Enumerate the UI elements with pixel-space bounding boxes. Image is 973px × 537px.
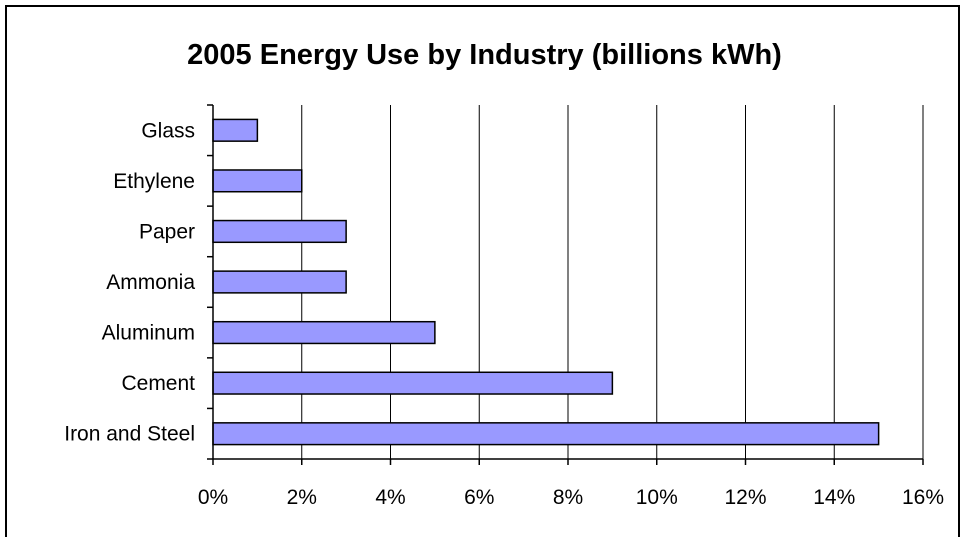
x-tick-label: 16% <box>902 486 944 509</box>
chart-title: 2005 Energy Use by Industry (billions kW… <box>187 39 782 71</box>
y-tick-label: Iron and Steel <box>64 423 195 446</box>
y-tick-label: Paper <box>139 220 195 243</box>
x-tick-label: 10% <box>636 486 678 509</box>
bar-ethylene <box>212 169 303 193</box>
y-tick-label: Ethylene <box>113 170 195 193</box>
x-tick-label: 0% <box>198 486 228 509</box>
x-tick-label: 4% <box>375 486 405 509</box>
bar-ammonia <box>212 270 347 294</box>
chart-frame: 2005 Energy Use by Industry (billions kW… <box>5 5 960 537</box>
bars <box>212 118 880 446</box>
axes <box>207 104 924 465</box>
gridlines <box>301 105 924 459</box>
y-tick-label: Glass <box>141 119 195 142</box>
x-tick-label: 6% <box>464 486 494 509</box>
y-tick-label: Aluminum <box>102 322 195 345</box>
bar-aluminum <box>212 320 436 345</box>
bar-cement <box>212 371 614 395</box>
bar-glass <box>212 118 259 142</box>
x-tick-label: 8% <box>553 486 583 509</box>
tick-labels: Glass Ethylene Paper Ammonia Aluminum Cement I… <box>64 119 944 509</box>
y-tick-label: Ammonia <box>106 271 195 294</box>
x-tick-label: 14% <box>813 486 855 509</box>
bar-paper <box>212 219 347 244</box>
y-tick-label: Cement <box>121 372 195 395</box>
bar-iron-and-steel <box>212 422 880 446</box>
x-tick-label: 12% <box>724 486 766 509</box>
x-tick-label: 2% <box>287 486 317 509</box>
